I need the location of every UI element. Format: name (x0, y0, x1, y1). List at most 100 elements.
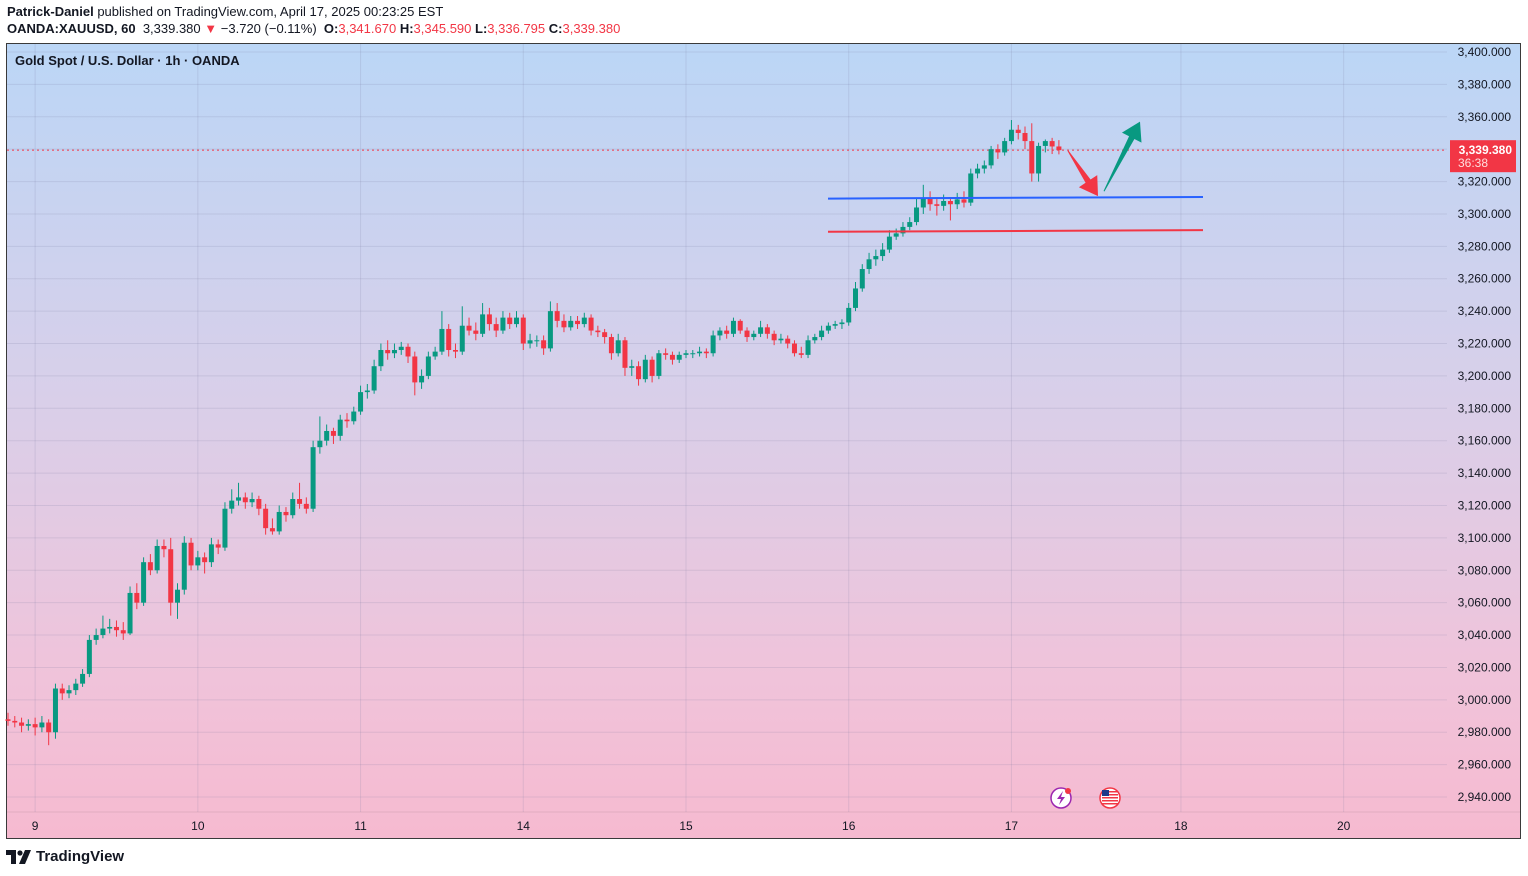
us-flag-event-icon[interactable] (1099, 787, 1121, 809)
candle (785, 335, 791, 349)
y-tick-label: 3,380.000 (1458, 77, 1512, 91)
candle-body (391, 350, 397, 354)
candle (825, 322, 831, 334)
candle (602, 328, 608, 344)
candle-body (832, 324, 838, 326)
candle-body (459, 325, 465, 352)
candle (269, 518, 275, 535)
candle-body (859, 269, 865, 289)
candle-body (968, 173, 974, 203)
candle-body (425, 356, 431, 376)
candle-body (466, 325, 472, 331)
candle (337, 414, 343, 441)
candle (66, 685, 72, 699)
candle-body (602, 332, 608, 338)
candle (222, 502, 228, 551)
candle (412, 351, 418, 396)
candle (310, 440, 316, 512)
candle (263, 503, 269, 535)
candle-body (697, 351, 703, 354)
close-value: 3,339.380 (562, 21, 621, 36)
candle (534, 335, 540, 347)
candle (717, 327, 723, 341)
candle-body (215, 544, 221, 548)
candle (330, 427, 336, 444)
y-tick-label: 3,180.000 (1458, 401, 1512, 415)
candle-body (46, 722, 52, 733)
candle-body (866, 259, 872, 270)
candle-body (791, 343, 797, 354)
candle (975, 163, 981, 179)
candle (629, 359, 635, 376)
candle-body (839, 322, 845, 325)
candle-body (676, 354, 682, 360)
y-tick-label: 3,400.000 (1458, 45, 1512, 59)
candle-body (514, 317, 519, 325)
candle-body (1056, 146, 1062, 151)
candle (364, 384, 370, 399)
candle (676, 351, 682, 363)
candle (873, 249, 879, 266)
candle-body (405, 346, 411, 357)
last-price-badge (1450, 140, 1516, 173)
arrow-down-icon (1067, 150, 1098, 197)
candle (59, 683, 65, 700)
candle-body (181, 542, 187, 590)
candle (703, 348, 709, 359)
candle-body (93, 635, 99, 640)
y-tick-label: 3,140.000 (1458, 466, 1512, 480)
candle (256, 495, 262, 516)
candle (480, 303, 486, 338)
candle-body (554, 311, 560, 321)
candle (175, 583, 180, 619)
candle (805, 335, 811, 359)
candle (608, 333, 614, 360)
candle (303, 497, 309, 514)
candle-body (636, 366, 642, 380)
candle (839, 319, 845, 329)
candle (900, 222, 906, 237)
candle-body (188, 542, 194, 566)
candle-body (134, 592, 140, 603)
candle (466, 317, 472, 336)
symbol: OANDA:XAUUSD, 60 (7, 21, 136, 36)
y-tick-label: 2,980.000 (1458, 725, 1512, 739)
candle (656, 350, 662, 380)
lightning-event-icon[interactable] (1050, 787, 1072, 809)
candle (798, 346, 804, 359)
candle-body (432, 351, 438, 357)
candle-body (663, 353, 669, 355)
candle-body (669, 354, 675, 360)
candle-body (324, 430, 330, 441)
flag-stripe (1102, 794, 1118, 796)
candle-body (846, 307, 852, 323)
down-triangle-icon: ▼ (204, 21, 218, 36)
candle (595, 325, 601, 338)
y-tick-label: 3,080.000 (1458, 563, 1512, 577)
candle-body (263, 508, 269, 529)
candle-body (595, 330, 601, 333)
candle-body (893, 233, 899, 237)
candle-body (771, 333, 777, 341)
candle-body (412, 356, 418, 383)
candle-body (880, 249, 886, 257)
y-tick-label: 3,260.000 (1458, 272, 1512, 286)
chart-area[interactable] (6, 43, 1521, 839)
candle (86, 635, 92, 678)
candle-body (758, 327, 764, 334)
candle (947, 197, 953, 221)
candle-body (378, 350, 384, 367)
candle-body (649, 359, 655, 376)
candle (80, 669, 86, 687)
candle (385, 340, 391, 360)
candle-body (269, 528, 275, 532)
candle (432, 346, 438, 360)
candle-body (364, 390, 370, 393)
x-tick-label: 11 (354, 819, 367, 833)
x-tick-label: 18 (1174, 819, 1188, 833)
candle (73, 678, 79, 695)
candle (378, 343, 384, 372)
candle-body (59, 688, 65, 694)
candle (751, 330, 757, 341)
